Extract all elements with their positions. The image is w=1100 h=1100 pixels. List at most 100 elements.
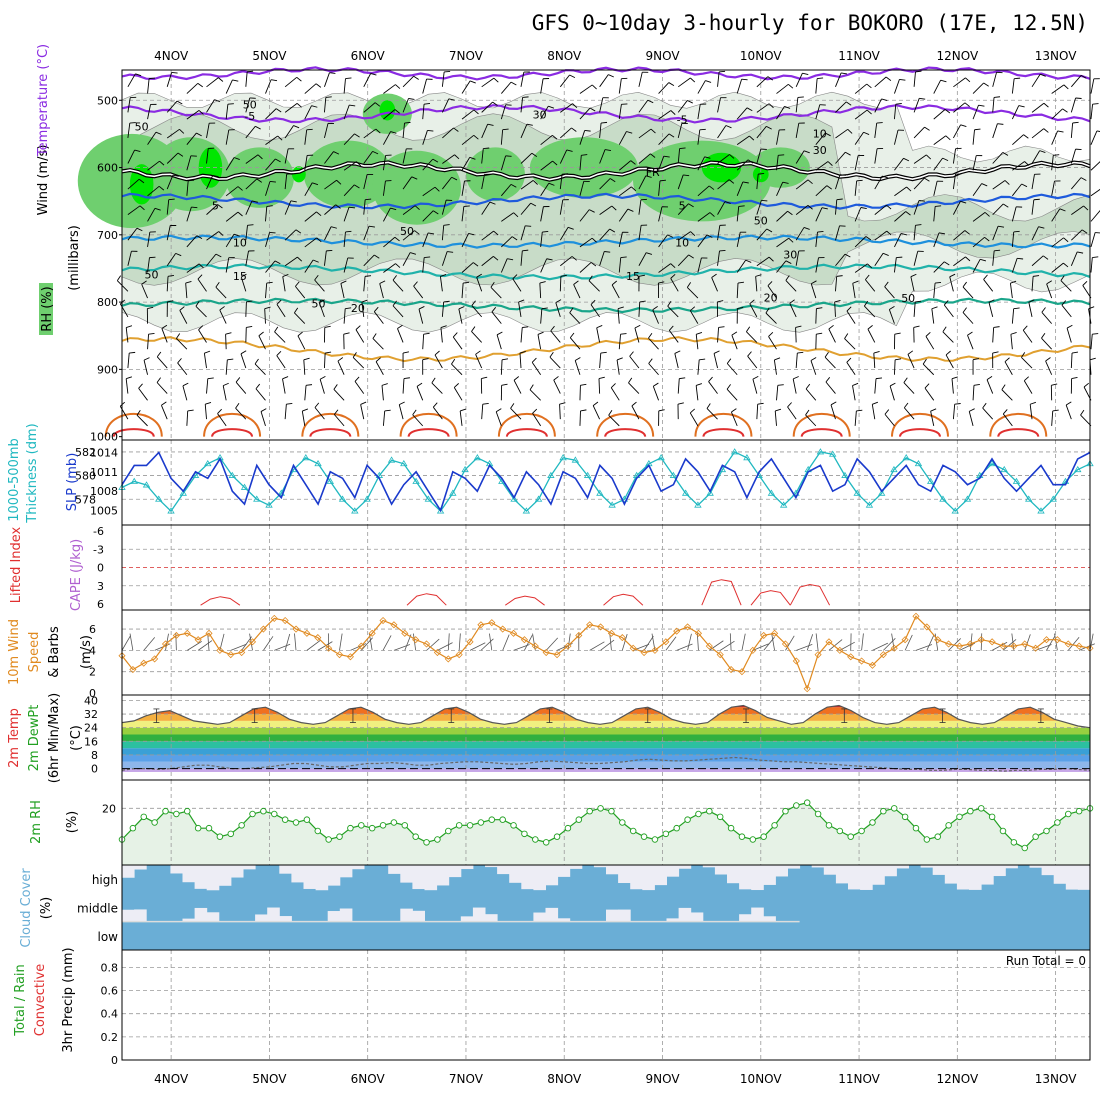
wind-barb-flag bbox=[705, 80, 712, 83]
wind-speed-marker bbox=[564, 642, 572, 650]
cloud-gap-high bbox=[436, 865, 450, 886]
thickness-marker bbox=[620, 495, 629, 502]
wind-barb bbox=[592, 405, 601, 420]
rh-marker bbox=[1043, 827, 1050, 835]
wind-barb bbox=[512, 278, 522, 292]
wind-barb bbox=[501, 212, 514, 222]
wind-barb-flag bbox=[1063, 237, 1069, 243]
wind-barb bbox=[513, 380, 522, 394]
cloud-gap-middle bbox=[327, 911, 341, 922]
wind-barb bbox=[284, 200, 292, 215]
wind-barb bbox=[854, 155, 859, 171]
wind-barb-flag bbox=[1057, 130, 1064, 133]
cloud-gap-high bbox=[678, 865, 692, 869]
wind-barb-flag bbox=[913, 325, 920, 328]
thickness-marker bbox=[461, 465, 469, 473]
wind-barb-flag bbox=[434, 186, 440, 192]
wind-barb bbox=[422, 210, 434, 222]
wind-barb-flag bbox=[628, 377, 633, 384]
cloud-gap-high bbox=[606, 865, 619, 875]
wind-barb-flag bbox=[690, 77, 696, 83]
wind-barb-flag bbox=[749, 135, 755, 141]
wind-barb-flag bbox=[176, 100, 183, 105]
wind-barb bbox=[127, 205, 141, 216]
wind-speed-marker bbox=[205, 629, 213, 637]
wind-barb bbox=[418, 308, 424, 324]
wind-barb-flag bbox=[422, 358, 429, 361]
wind-barb-flag bbox=[395, 263, 401, 268]
thickness-marker bbox=[179, 489, 187, 496]
isotherm-label: 15 bbox=[626, 270, 640, 283]
wind-barb bbox=[176, 338, 188, 350]
wind-barb bbox=[459, 410, 463, 426]
surface-wind-barb bbox=[143, 637, 156, 651]
wind-barb bbox=[913, 251, 919, 266]
wind-barb bbox=[1051, 410, 1054, 426]
isotherm-minus5-upper bbox=[121, 66, 1091, 81]
cloud-high-label: high bbox=[92, 873, 118, 887]
wind-barb-flag bbox=[1062, 108, 1068, 113]
wind-speed-marker bbox=[194, 636, 202, 644]
wind-barb-flag bbox=[372, 150, 379, 155]
thickness-marker bbox=[927, 477, 935, 484]
cloud-gap-high bbox=[243, 865, 256, 870]
label-precip-line: 3hr Precip (mm) bbox=[61, 947, 76, 1052]
wind-barb-flag bbox=[679, 377, 686, 380]
wind-speed-marker bbox=[129, 665, 137, 674]
temp-band bbox=[122, 734, 1090, 742]
wind-barb bbox=[874, 204, 887, 215]
thickness-marker bbox=[1000, 465, 1008, 473]
wind-barb bbox=[1041, 337, 1053, 350]
wind-barb-flag bbox=[333, 384, 338, 390]
wind-barb-flag bbox=[365, 198, 372, 201]
pressure-tick-label: 500 bbox=[97, 94, 118, 107]
wind-speed-marker bbox=[955, 642, 964, 650]
wind-barb bbox=[736, 107, 748, 120]
wind-barb bbox=[451, 363, 463, 376]
wind-barb-flag bbox=[581, 154, 588, 156]
rh-marker bbox=[803, 799, 811, 806]
wind-barb-flag bbox=[627, 208, 634, 212]
wind-barb bbox=[854, 83, 868, 94]
wind-barb bbox=[500, 155, 507, 171]
surface-wind-barb bbox=[532, 633, 536, 651]
wind-barb bbox=[569, 312, 581, 324]
wind-barb bbox=[697, 104, 701, 120]
surface-wind-barb bbox=[469, 642, 486, 651]
wind-barb-flag bbox=[982, 402, 987, 409]
wind-speed-marker bbox=[357, 642, 365, 650]
wind-barb bbox=[461, 283, 464, 299]
wind-barb-flag bbox=[768, 331, 774, 337]
cloud-gap-high bbox=[400, 865, 413, 883]
wind-barb-flag bbox=[555, 299, 562, 303]
wind-barb bbox=[441, 301, 445, 317]
wind-barb-flag bbox=[784, 105, 791, 109]
cloud-gap-high bbox=[1029, 865, 1043, 868]
wind-barb bbox=[147, 334, 150, 350]
wind-barb bbox=[810, 283, 817, 299]
wind-barb bbox=[481, 148, 484, 164]
wind-barb bbox=[579, 410, 581, 426]
wind-barb bbox=[182, 385, 188, 401]
wind-barb-flag bbox=[886, 230, 892, 236]
wind-barb bbox=[805, 414, 817, 427]
wind-barb-flag bbox=[546, 258, 553, 261]
wind-barb bbox=[874, 253, 884, 267]
wind-barb bbox=[648, 337, 659, 350]
wind-barb bbox=[913, 154, 927, 164]
wind-barb-flag bbox=[910, 273, 917, 278]
surface-wind-barb bbox=[609, 633, 612, 651]
wind-barb-flag bbox=[360, 401, 367, 405]
wind-barb-flag bbox=[197, 274, 203, 280]
surface-wind-barb bbox=[306, 639, 321, 651]
wind-barb-flag bbox=[894, 332, 901, 335]
wind-speed-marker bbox=[999, 642, 1007, 650]
wind-barb bbox=[726, 388, 738, 401]
surface-wind-barb bbox=[1046, 635, 1056, 651]
wind-barb bbox=[697, 156, 705, 171]
wind-barb bbox=[893, 129, 899, 145]
wind-barb-flag bbox=[255, 383, 261, 390]
wind-barb bbox=[687, 287, 699, 299]
wind-barb-flag bbox=[424, 256, 431, 259]
cloud-gap-high bbox=[956, 865, 970, 890]
